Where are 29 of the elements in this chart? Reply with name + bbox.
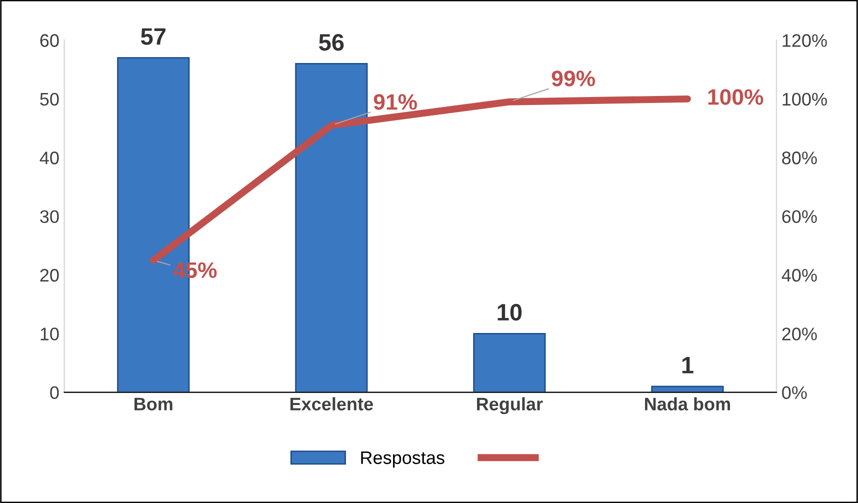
data-label: 56 bbox=[319, 34, 344, 51]
data-label: 99% bbox=[552, 70, 595, 86]
y2-tick-label: 40% bbox=[782, 268, 817, 282]
x-tick-label: Regular bbox=[477, 397, 543, 414]
legend-label: Respostas bbox=[361, 452, 444, 468]
x-tick-label: Nada bom bbox=[645, 397, 730, 410]
y2-tick-label: 120% bbox=[782, 34, 827, 47]
data-label: 91% bbox=[374, 94, 417, 110]
y-tick-label: 30 bbox=[40, 210, 59, 224]
y2-tick-label: 60% bbox=[782, 210, 817, 224]
y2-tick-label: 0% bbox=[782, 386, 807, 400]
x-tick-label: Excelente bbox=[290, 397, 373, 410]
y-tick-label: 60 bbox=[40, 34, 59, 47]
y2-tick-label: 100% bbox=[782, 92, 827, 106]
y-tick-label: 50 bbox=[40, 92, 59, 106]
bar bbox=[651, 386, 724, 392]
y-tick-label: 40 bbox=[40, 152, 59, 164]
y-tick-label: 10 bbox=[40, 328, 59, 340]
bar bbox=[473, 332, 546, 392]
bar bbox=[295, 63, 368, 392]
data-label: 100% bbox=[708, 89, 764, 105]
data-label: 10 bbox=[498, 304, 522, 321]
y-tick-label: 20 bbox=[40, 268, 59, 282]
y2-tick-label: 20% bbox=[782, 328, 817, 340]
data-label: 57 bbox=[140, 28, 166, 45]
y2-tick-label: 80% bbox=[782, 152, 817, 164]
y-tick-label: 0 bbox=[50, 386, 59, 400]
data-label: 1 bbox=[682, 356, 694, 374]
x-tick-label: Bom bbox=[134, 398, 172, 410]
